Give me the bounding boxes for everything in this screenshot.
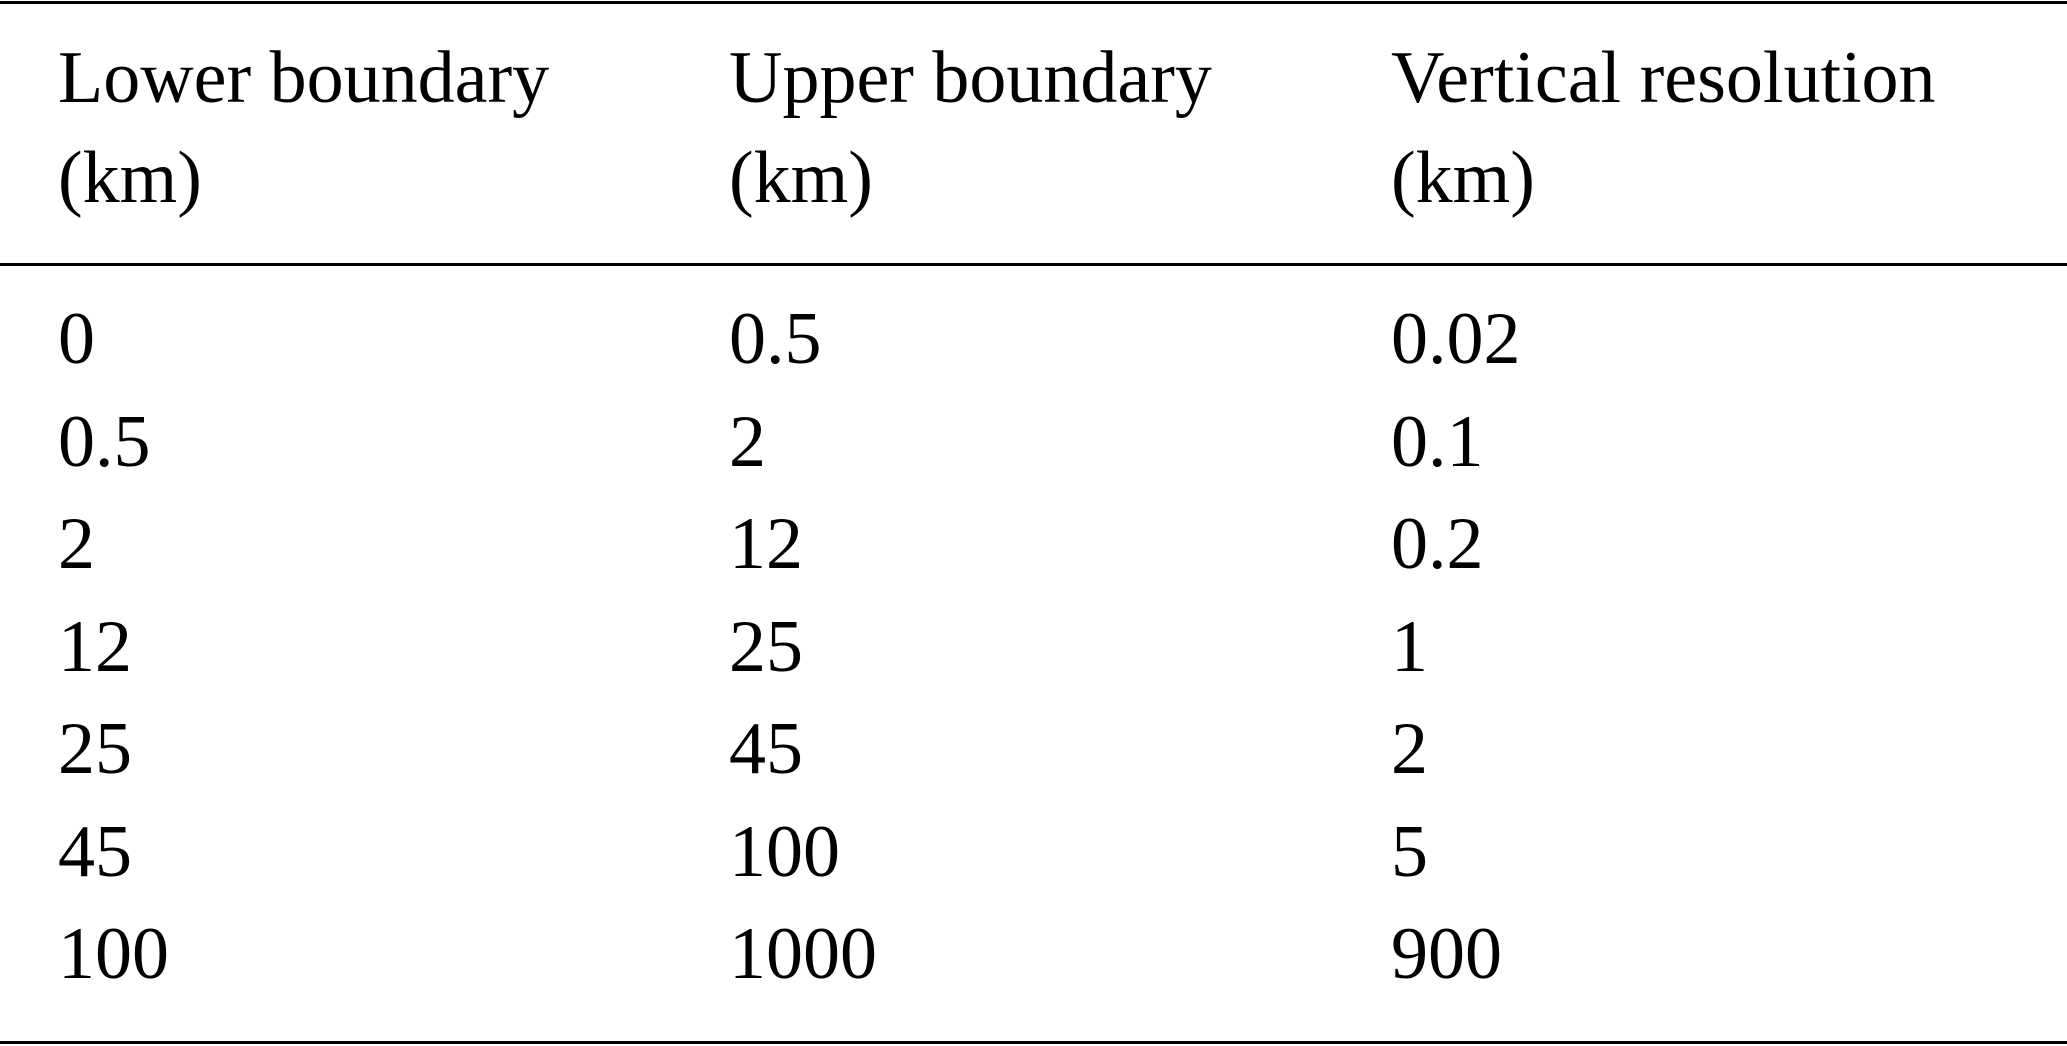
table-cell: 100 [729,810,840,893]
table-cell: 12 [58,605,132,688]
table-cell: 45 [729,708,803,790]
table-cell: 2 [1391,708,1428,790]
table-cell: 100 [58,913,169,995]
table-cell: 25 [729,605,803,688]
table-cell: 0.2 [1391,503,1484,585]
top-rule [0,1,2067,4]
table-cell: 0.5 [729,298,822,380]
table-cell: 45 [58,810,132,893]
table-cell: 25 [58,708,132,790]
table-cell: 1000 [729,913,877,995]
table-cell: 900 [1391,913,1502,995]
header-rule [0,263,2067,266]
table-cell: 1 [1391,605,1428,688]
table-cell: 5 [1391,810,1428,893]
header-cell: Vertical resolution (km) [1391,37,1936,219]
header-cell: Lower boundary (km) [58,37,550,219]
table-cell: 0.5 [58,400,151,483]
table-cell: 0.1 [1391,400,1484,483]
header-cell: Upper boundary (km) [729,37,1212,219]
table-cell: 2 [729,400,766,483]
table-cell: 0 [58,298,95,380]
table-cell: 12 [729,503,803,585]
table-cell: 0.02 [1391,298,1521,380]
table-cell: 2 [58,503,95,585]
bottom-rule [0,1041,2067,1044]
